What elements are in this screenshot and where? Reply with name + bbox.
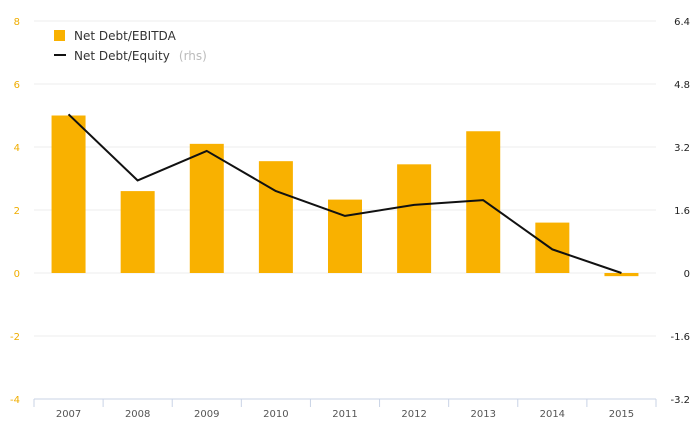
y-left-tick-label: 6 bbox=[14, 80, 20, 91]
y-right-tick-label: 0 bbox=[684, 269, 690, 280]
y-left-tick-label: -2 bbox=[10, 332, 20, 343]
bars-layer bbox=[51, 115, 639, 277]
axis-layer: -4 -2 0 2 4 6 8 -3.2 -1.6 0 1.6 3.2 4.8 6.4 2007 2008 20… bbox=[10, 17, 690, 420]
legend-swatch-bar bbox=[54, 30, 65, 41]
x-tick-label: 2007 bbox=[56, 409, 81, 420]
grid-layer bbox=[34, 20, 656, 337]
bar-net-debt-ebitda bbox=[258, 161, 293, 273]
x-tick-label: 2014 bbox=[540, 409, 565, 420]
y-left-tick-label: -4 bbox=[10, 395, 20, 406]
bar-net-debt-ebitda bbox=[189, 143, 224, 273]
y-right-tick-label: 4.8 bbox=[674, 80, 690, 91]
bar-net-debt-ebitda bbox=[397, 164, 432, 273]
x-tick-label: 2011 bbox=[332, 409, 357, 420]
legend-label-line: Net Debt/Equity (rhs) bbox=[74, 45, 207, 64]
bar-net-debt-ebitda bbox=[535, 222, 570, 273]
x-tick-label: 2013 bbox=[470, 409, 495, 420]
bar-net-debt-ebitda bbox=[120, 191, 155, 273]
x-tick-label: 2008 bbox=[125, 409, 150, 420]
line-layer bbox=[67, 113, 622, 274]
y-left-tick-label: 0 bbox=[14, 269, 20, 280]
x-tick-label: 2010 bbox=[263, 409, 288, 420]
y-left-tick-label: 4 bbox=[14, 143, 20, 154]
y-right-tick-label: -1.6 bbox=[670, 332, 690, 343]
y-left-tick-label: 8 bbox=[14, 17, 20, 28]
y-left-tick-label: 2 bbox=[14, 206, 20, 217]
x-tick-label: 2009 bbox=[194, 409, 219, 420]
y-right-tick-label: 3.2 bbox=[674, 143, 690, 154]
legend: Net Debt/EBITDA Net Debt/Equity (rhs) bbox=[54, 29, 207, 64]
legend-label-line-name: Net Debt/Equity bbox=[74, 49, 170, 63]
legend-label-bar: Net Debt/EBITDA bbox=[74, 29, 177, 43]
y-right-tick-label: 6.4 bbox=[674, 17, 690, 28]
bar-net-debt-ebitda bbox=[466, 131, 501, 273]
y-right-tick-label: 1.6 bbox=[674, 206, 690, 217]
bar-net-debt-ebitda bbox=[51, 115, 86, 273]
legend-label-line-suffix: (rhs) bbox=[179, 49, 207, 63]
y-right-tick-label: -3.2 bbox=[670, 395, 690, 406]
x-tick-label: 2015 bbox=[609, 409, 634, 420]
x-tick-label: 2012 bbox=[401, 409, 426, 420]
bar-net-debt-ebitda bbox=[604, 273, 639, 277]
